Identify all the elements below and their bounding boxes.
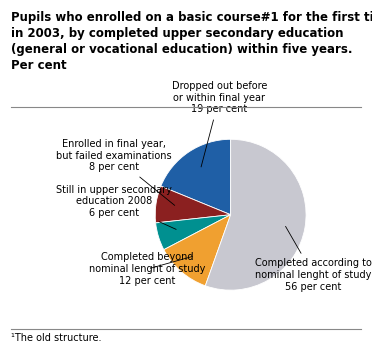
Text: Still in upper secondary
education 2008
6 per cent: Still in upper secondary education 2008 … <box>56 184 176 230</box>
Text: ¹The old structure.: ¹The old structure. <box>11 333 102 342</box>
Wedge shape <box>155 186 231 223</box>
Text: Pupils who enrolled on a basic course#1 for the first time
in 2003, by completed: Pupils who enrolled on a basic course#1 … <box>11 11 372 71</box>
Text: Enrolled in final year,
but failed examinations
8 per cent: Enrolled in final year, but failed exami… <box>56 139 175 206</box>
Wedge shape <box>161 139 231 215</box>
Text: Dropped out before
or within final year
19 per cent: Dropped out before or within final year … <box>171 81 267 167</box>
Wedge shape <box>164 215 231 286</box>
Wedge shape <box>205 139 306 290</box>
Text: Completed beyond
nominal lenght of study
12 per cent: Completed beyond nominal lenght of study… <box>90 252 206 285</box>
Wedge shape <box>155 215 231 250</box>
Text: Completed according to
nominal lenght of study
56 per cent: Completed according to nominal lenght of… <box>255 226 372 292</box>
